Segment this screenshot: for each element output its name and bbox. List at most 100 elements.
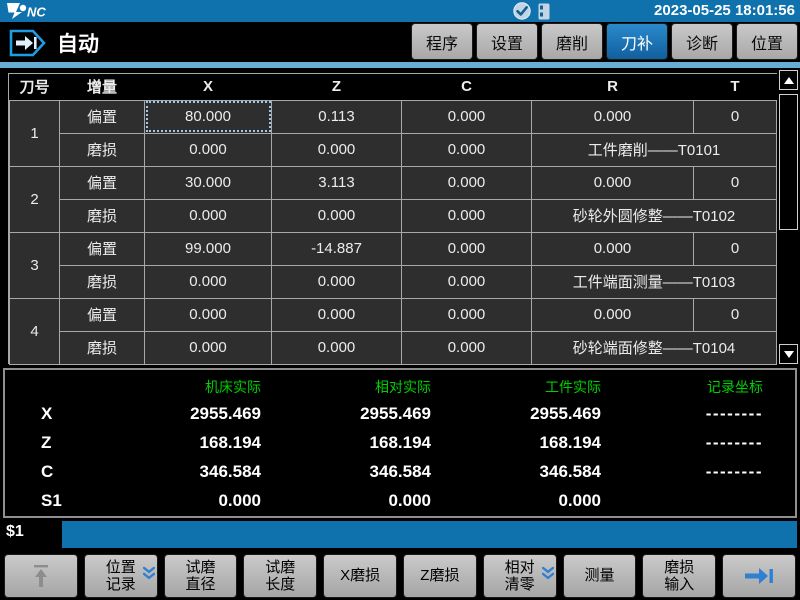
table-row: 磨损 0.000 0.000 0.000 工件磨削——T0101 (10, 132, 777, 167)
tab-position[interactable]: 位置 (736, 23, 798, 60)
pos-z-machine: 168.194 (199, 432, 261, 452)
row-label-wear: 磨损 (59, 132, 145, 167)
hnc-logo-icon: NC (4, 2, 74, 25)
col-header-c: C (401, 74, 532, 100)
cell-t3-offset-z[interactable]: -14.887 (271, 231, 402, 266)
col-header-x: X (144, 74, 272, 100)
cell-t1-wear-c[interactable]: 0.000 (401, 132, 532, 167)
axis-row-s1: S1 0.000 0.000 0.000 (5, 486, 795, 515)
tab-grinding[interactable]: 磨削 (541, 23, 603, 60)
pos-s1-relative: 0.000 (388, 490, 431, 510)
status-bar: NC 2023-05-25 18:01:56 (0, 0, 800, 22)
title-bar: 自动 程序 设置 磨削 刀补 诊断 位置 (0, 22, 800, 62)
cell-t2-offset-c[interactable]: 0.000 (401, 165, 532, 200)
table-row: 3 偏置 99.000 -14.887 0.000 0.000 0 (9, 231, 777, 299)
cell-t1-note: 工件磨削——T0101 (531, 132, 777, 167)
cell-t3-offset-c[interactable]: 0.000 (401, 231, 532, 266)
cell-t1-offset-t[interactable]: 0 (693, 99, 777, 134)
cell-t1-offset-r[interactable]: 0.000 (531, 99, 694, 134)
position-panel: 机床实际 相对实际 工件实际 记录坐标 X 2955.469 2955.469 … (3, 368, 797, 518)
tab-diagnosis[interactable]: 诊断 (671, 23, 733, 60)
triangle-up-icon (784, 77, 794, 84)
tab-settings[interactable]: 设置 (476, 23, 538, 60)
selected-cell-t1-offset-x[interactable]: 80.000 (144, 99, 272, 134)
cell-t3-offset-r[interactable]: 0.000 (531, 231, 694, 266)
cell-t2-wear-z[interactable]: 0.000 (271, 198, 402, 233)
table-row: 1 偏置 80.000 0.113 0.000 0.000 0 (9, 99, 777, 167)
command-bar: $1 (0, 519, 800, 549)
cell-t1-wear-x[interactable]: 0.000 (144, 132, 272, 167)
command-input[interactable] (62, 521, 797, 548)
cell-t1-wear-z[interactable]: 0.000 (271, 132, 402, 167)
softkey-wear-input[interactable]: 磨损 输入 (642, 554, 717, 598)
softkey-trial-grind-length[interactable]: 试磨 长度 (243, 554, 318, 598)
scroll-down-button[interactable] (779, 344, 798, 364)
double-chevron-down-icon (142, 566, 155, 585)
col-header-z: Z (271, 74, 402, 100)
cell-t3-wear-x[interactable]: 0.000 (144, 264, 272, 299)
scroll-up-button[interactable] (779, 70, 798, 90)
pos-z-record: -------- (705, 432, 763, 452)
cell-t2-offset-x[interactable]: 30.000 (144, 165, 272, 200)
cell-t1-offset-z[interactable]: 0.113 (271, 99, 402, 134)
cell-t2-offset-z[interactable]: 3.113 (271, 165, 402, 200)
cell-t2-wear-x[interactable]: 0.000 (144, 198, 272, 233)
softkey-menu-extend[interactable] (722, 554, 796, 598)
row-label-wear: 磨损 (59, 330, 145, 365)
softkey-position-record[interactable]: 位置 记录 (83, 554, 158, 598)
pos-x-record: -------- (705, 403, 763, 423)
cell-t4-wear-x[interactable]: 0.000 (144, 330, 272, 365)
softkey-page-up[interactable] (4, 554, 78, 598)
cell-t4-offset-c[interactable]: 0.000 (401, 297, 532, 332)
arrow-right-bar-icon (745, 568, 773, 584)
cell-t4-offset-z[interactable]: 0.000 (271, 297, 402, 332)
softkey-x-wear[interactable]: X磨损 (323, 554, 397, 598)
mode-icon (9, 29, 47, 62)
cell-t3-note: 工件端面测量——T0103 (531, 264, 777, 299)
cell-t2-offset-t[interactable]: 0 (693, 165, 777, 200)
row-label-wear: 磨损 (59, 198, 145, 233)
row-label-offset: 偏置 (59, 297, 145, 332)
cell-t2-wear-c[interactable]: 0.000 (401, 198, 532, 233)
softkey-measure[interactable]: 测量 (562, 554, 637, 598)
cell-t4-wear-c[interactable]: 0.000 (401, 330, 532, 365)
cell-t2-note: 砂轮外圆修整——T0102 (531, 198, 777, 233)
cell-t4-wear-z[interactable]: 0.000 (271, 330, 402, 365)
cell-t3-offset-t[interactable]: 0 (693, 231, 777, 266)
header-relative-actual: 相对实际 (375, 379, 431, 395)
tab-tool-offset[interactable]: 刀补 (606, 23, 668, 60)
header-machine-actual: 机床实际 (205, 379, 261, 395)
softkey-trial-grind-diameter[interactable]: 试磨 直径 (163, 554, 238, 598)
row-label-offset: 偏置 (59, 231, 145, 266)
cell-t4-offset-r[interactable]: 0.000 (531, 297, 694, 332)
row-label-offset: 偏置 (59, 165, 145, 200)
cell-t1-offset-c[interactable]: 0.000 (401, 99, 532, 134)
tab-program[interactable]: 程序 (411, 23, 473, 60)
tool-offset-table: 刀号 增量 X Z C R T 1 偏置 80.000 0.113 0.000 … (8, 73, 777, 365)
cell-t3-wear-c[interactable]: 0.000 (401, 264, 532, 299)
up-arrow-icon (33, 565, 48, 587)
table-row: 2 偏置 30.000 3.113 0.000 0.000 0 (9, 165, 777, 233)
col-header-increment: 增量 (59, 74, 145, 100)
table-scrollbar (779, 70, 798, 364)
datetime: 2023-05-25 18:01:56 (654, 2, 795, 19)
axis-row-x: X 2955.469 2955.469 2955.469 -------- (5, 399, 795, 428)
pos-z-relative: 168.194 (369, 432, 431, 452)
cell-t4-offset-x[interactable]: 0.000 (144, 297, 272, 332)
pos-c-machine: 346.584 (199, 461, 261, 481)
pos-z-work: 168.194 (539, 432, 601, 452)
axis-row-c: C 346.584 346.584 346.584 -------- (5, 457, 795, 486)
axis-label-s1: S1 (41, 490, 62, 510)
pos-c-work: 346.584 (539, 461, 601, 481)
row-label-offset: 偏置 (59, 99, 145, 134)
tool-number-2: 2 (9, 165, 60, 233)
cell-t3-wear-z[interactable]: 0.000 (271, 264, 402, 299)
softkey-relative-clear[interactable]: 相对 清零 (482, 554, 557, 598)
cell-t4-offset-t[interactable]: 0 (693, 297, 777, 332)
softkey-z-wear[interactable]: Z磨损 (402, 554, 477, 598)
ok-check-icon (513, 2, 531, 25)
cell-t3-offset-x[interactable]: 99.000 (144, 231, 272, 266)
cell-t2-offset-r[interactable]: 0.000 (531, 165, 694, 200)
scroll-thumb[interactable] (779, 94, 798, 230)
table-row: 磨损 0.000 0.000 0.000 砂轮外圆修整——T0102 (10, 198, 777, 233)
